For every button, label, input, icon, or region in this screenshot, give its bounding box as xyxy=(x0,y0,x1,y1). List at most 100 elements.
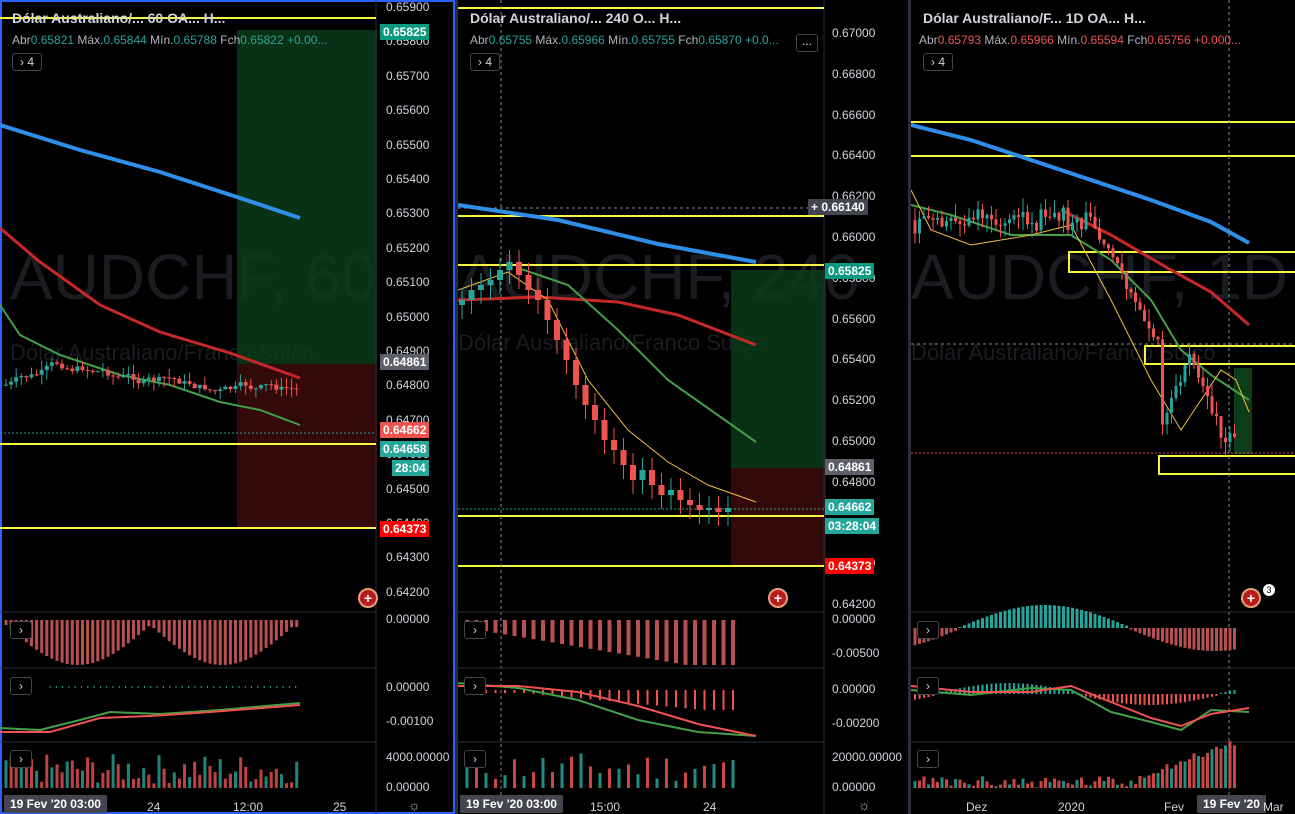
candle-body xyxy=(274,384,279,390)
macd-histogram-bar xyxy=(1053,605,1056,628)
candle-body xyxy=(544,300,551,320)
candle-body xyxy=(294,388,299,390)
macd-histogram-bar xyxy=(1120,623,1124,628)
macd-histogram-bar xyxy=(981,618,984,628)
add-alert-icon[interactable]: + xyxy=(358,588,378,608)
volume-bar xyxy=(208,766,212,788)
volume-bar xyxy=(922,776,926,788)
volume-bar xyxy=(1003,780,1007,788)
macd-signal-bar xyxy=(684,690,687,709)
time-axis-label: 24 xyxy=(147,800,161,814)
chevron-right-icon[interactable]: › xyxy=(10,677,32,695)
candle-body xyxy=(554,320,560,340)
volume-bar xyxy=(1152,773,1155,788)
candle-body xyxy=(506,262,513,270)
candle-body xyxy=(976,209,980,220)
collapse-studies-button[interactable]: › 4 xyxy=(923,53,953,71)
panel-divider[interactable] xyxy=(908,0,911,814)
resistance-box xyxy=(1068,251,1295,273)
volume-bar xyxy=(239,757,243,788)
candle-body xyxy=(649,470,655,485)
gear-icon[interactable]: ☼ xyxy=(858,797,871,813)
macd-histogram-bar xyxy=(1161,628,1164,642)
candle-body xyxy=(182,381,187,384)
candle-body xyxy=(668,490,674,495)
candle-body xyxy=(1165,412,1169,425)
macd-signal-bar xyxy=(1062,689,1065,694)
chevron-right-icon[interactable]: › xyxy=(917,750,939,768)
volume-bar xyxy=(1116,784,1119,788)
chart-panel-240[interactable]: AUDCHF, 240 Dólar Australiano/Franco Suí… xyxy=(458,0,908,814)
volume-bar xyxy=(1224,745,1227,788)
candle-body xyxy=(121,375,126,377)
macd-signal-bar xyxy=(1004,683,1006,694)
macd-hist-tick: 0.00000 xyxy=(832,612,876,626)
candle-body xyxy=(49,362,54,366)
chevron-right-icon[interactable]: › xyxy=(917,621,939,639)
candle-body xyxy=(4,384,8,386)
macd-signal-bar xyxy=(1175,694,1177,704)
macd-signal-bar xyxy=(1121,694,1123,704)
volume-bar xyxy=(259,769,263,788)
price-chart-canvas[interactable] xyxy=(458,0,908,814)
time-axis-label: 24 xyxy=(703,800,717,814)
gear-icon[interactable]: ☼ xyxy=(408,797,421,813)
macd-histogram-bar xyxy=(208,620,212,664)
macd-histogram-bar xyxy=(244,620,248,660)
volume-bar xyxy=(1192,753,1196,788)
chart-panel-60[interactable]: AUDCHF, 60 Dólar Australiano/Franco Suíç… xyxy=(0,0,455,814)
candle-body xyxy=(1201,377,1205,387)
more-options-button[interactable]: ... xyxy=(796,34,818,52)
chevron-right-icon[interactable]: › xyxy=(464,750,486,768)
volume-bar xyxy=(1120,783,1124,788)
volume-bar xyxy=(249,781,253,788)
price-chart-canvas[interactable] xyxy=(911,0,1295,814)
volume-bar xyxy=(279,774,283,788)
macd-histogram-bar xyxy=(1192,628,1196,650)
macd-histogram-bar xyxy=(990,614,993,628)
chevron-right-icon[interactable]: › xyxy=(10,621,32,639)
macd-signal-bar xyxy=(1211,694,1213,697)
macd-histogram-bar xyxy=(1174,628,1178,646)
collapse-studies-button[interactable]: › 4 xyxy=(470,53,500,71)
chevron-right-icon[interactable]: › xyxy=(464,621,486,639)
volume-bar xyxy=(223,778,227,788)
candle-body xyxy=(918,218,921,234)
time-axis-label: Dez xyxy=(966,800,988,814)
collapse-studies-button[interactable]: › 4 xyxy=(12,53,42,71)
candle-body xyxy=(208,389,212,391)
candle-body xyxy=(75,366,80,371)
volume-bar xyxy=(954,778,957,788)
volume-bar xyxy=(162,768,166,788)
macd-histogram-bar xyxy=(50,620,54,659)
candle-body xyxy=(967,217,971,226)
price-axis-tick: 0.66600 xyxy=(832,107,876,122)
add-alert-icon[interactable]: + xyxy=(768,588,788,608)
symbol-title[interactable]: Dólar Australiano/F... 1D OA... H... xyxy=(923,10,1146,26)
chevron-right-icon[interactable]: › xyxy=(917,677,939,695)
macd-signal-bar xyxy=(1143,694,1146,705)
price-chart-canvas[interactable] xyxy=(0,0,455,814)
chevron-right-icon[interactable]: › xyxy=(10,750,32,768)
symbol-title[interactable]: Dólar Australiano/... 60 OA... H... xyxy=(12,10,226,26)
macd-signal-bar xyxy=(713,690,715,710)
panel-divider[interactable] xyxy=(455,0,458,814)
ma-20-line xyxy=(458,271,757,503)
volume-bar xyxy=(608,768,611,788)
candle-body xyxy=(187,381,192,384)
chart-panel-1d[interactable]: AUDCHF, 1D Dólar Australiano/Franco Suíç… xyxy=(911,0,1295,814)
symbol-title[interactable]: Dólar Australiano/... 240 O... H... xyxy=(470,10,682,26)
time-axis-label: 12:00 xyxy=(233,800,264,814)
candle-body xyxy=(39,369,44,375)
volume-bar xyxy=(228,773,232,788)
candle-body xyxy=(949,217,953,222)
chevron-right-icon[interactable]: › xyxy=(464,677,486,695)
volume-bar xyxy=(1053,778,1056,788)
add-alert-icon[interactable]: + xyxy=(1241,588,1261,608)
price-axis-tick: 0.65300 xyxy=(386,206,430,221)
macd-signal-bar xyxy=(608,690,611,702)
candle-body xyxy=(1111,248,1115,258)
volume-bar xyxy=(712,764,716,788)
price-axis-tick: 0.64500 xyxy=(386,481,430,496)
volume-bar xyxy=(193,761,197,788)
